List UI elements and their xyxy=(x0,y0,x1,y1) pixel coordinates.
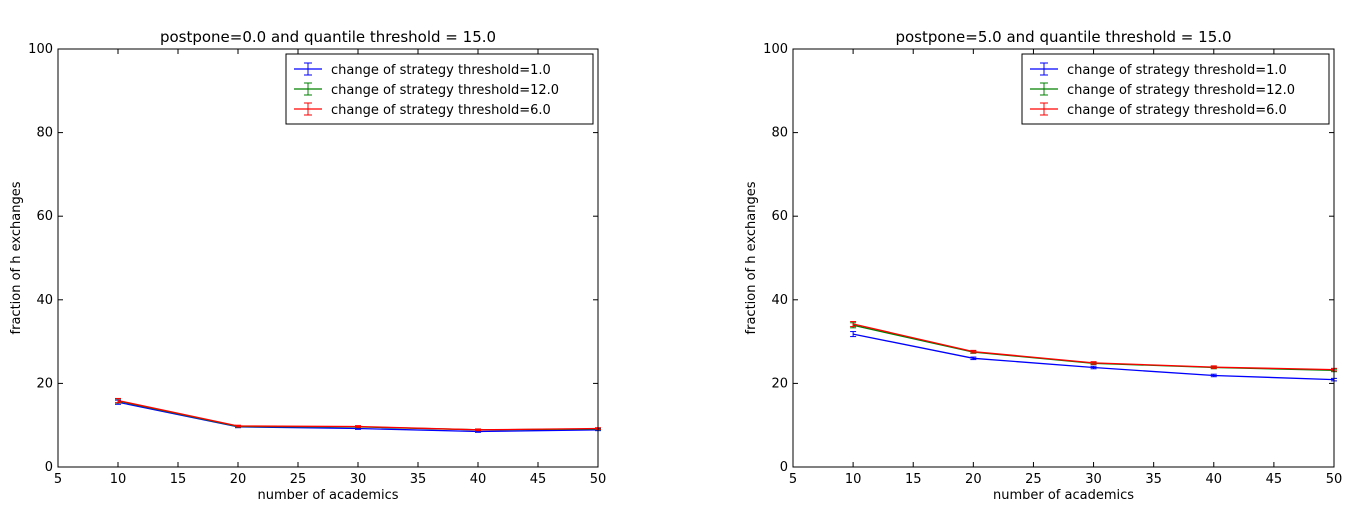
x-tick-label: 45 xyxy=(1266,472,1283,487)
line-chart-left: postpone=0.0 and quantile threshold = 15… xyxy=(9,28,607,503)
x-tick-label: 25 xyxy=(290,472,307,487)
x-tick-label: 5 xyxy=(789,472,797,487)
legend-label-2: change of strategy threshold=6.0 xyxy=(331,103,551,118)
x-axis-label: number of academics xyxy=(993,488,1134,503)
legend-box xyxy=(285,53,594,125)
data-point-2-2 xyxy=(355,425,361,428)
y-axis-label: fraction of h exchanges xyxy=(744,181,759,334)
legend-handle-1 xyxy=(1030,82,1058,96)
line-chart-right: postpone=5.0 and quantile threshold = 15… xyxy=(744,28,1343,503)
y-tick-label: 60 xyxy=(36,209,53,224)
legend-label-0: change of strategy threshold=1.0 xyxy=(331,63,551,78)
x-tick-label: 25 xyxy=(1025,472,1042,487)
y-tick-label: 80 xyxy=(771,126,788,141)
legend-handle-2 xyxy=(294,102,322,116)
data-point-2-1 xyxy=(970,349,977,354)
legend-label-1: change of strategy threshold=12.0 xyxy=(331,83,559,98)
chart-panel-right: postpone=5.0 and quantile threshold = 15… xyxy=(678,0,1356,529)
plot-frame xyxy=(792,48,1335,468)
legend-handle-2 xyxy=(1030,102,1058,116)
y-tick-label: 0 xyxy=(780,460,788,475)
x-tick-label: 15 xyxy=(905,472,922,487)
x-tick-label: 35 xyxy=(410,472,427,487)
data-point-2-3 xyxy=(475,428,481,432)
x-tick-label: 40 xyxy=(470,472,487,487)
data-point-2-0 xyxy=(115,397,121,404)
y-tick-label: 0 xyxy=(45,460,53,475)
x-axis-label: number of academics xyxy=(257,488,398,503)
y-tick-label: 20 xyxy=(36,376,53,391)
data-point-2-1 xyxy=(235,424,241,428)
chart-title: postpone=0.0 and quantile threshold = 15… xyxy=(160,28,496,46)
y-tick-label: 40 xyxy=(771,293,788,308)
x-tick-label: 35 xyxy=(1145,472,1162,487)
chart-title: postpone=5.0 and quantile threshold = 15… xyxy=(895,28,1231,46)
y-tick-label: 20 xyxy=(771,376,788,391)
data-point-0-2 xyxy=(1090,365,1097,370)
x-tick-label: 40 xyxy=(1206,472,1223,487)
legend-label-0: change of strategy threshold=1.0 xyxy=(1067,63,1287,78)
legend: change of strategy threshold=1.0 change o… xyxy=(285,53,594,125)
legend-handle-0 xyxy=(1030,62,1058,76)
legend-handle-0 xyxy=(294,62,322,76)
x-tick-label: 30 xyxy=(1085,472,1102,487)
y-tick-label: 80 xyxy=(36,126,53,141)
x-tick-label: 20 xyxy=(965,472,982,487)
plot-frame xyxy=(57,48,599,468)
data-point-2-0 xyxy=(850,321,857,328)
data-point-0-0 xyxy=(850,331,857,338)
x-tick-label: 20 xyxy=(230,472,247,487)
y-tick-label: 40 xyxy=(36,293,53,308)
x-tick-label: 10 xyxy=(110,472,127,487)
y-tick-label: 100 xyxy=(763,42,788,57)
data-point-0-1 xyxy=(970,356,977,361)
x-tick-label: 50 xyxy=(590,472,607,487)
x-tick-label: 15 xyxy=(170,472,187,487)
legend-label-1: change of strategy threshold=12.0 xyxy=(1067,83,1295,98)
data-point-2-3 xyxy=(1210,365,1217,369)
x-tick-label: 50 xyxy=(1326,472,1343,487)
data-point-2-2 xyxy=(1090,361,1097,365)
y-tick-label: 60 xyxy=(771,209,788,224)
x-tick-label: 5 xyxy=(54,472,62,487)
legend-label-2: change of strategy threshold=6.0 xyxy=(1067,103,1287,118)
x-tick-label: 45 xyxy=(530,472,547,487)
y-axis-label: fraction of h exchanges xyxy=(9,181,24,334)
chart-panel-left: postpone=0.0 and quantile threshold = 15… xyxy=(0,0,678,529)
legend-handle-1 xyxy=(294,82,322,96)
y-tick-label: 100 xyxy=(28,42,53,57)
x-tick-label: 30 xyxy=(350,472,367,487)
data-point-0-3 xyxy=(1210,373,1217,378)
legend-box xyxy=(1021,53,1330,125)
x-tick-label: 10 xyxy=(845,472,862,487)
legend: change of strategy threshold=1.0 change o… xyxy=(1021,53,1330,125)
